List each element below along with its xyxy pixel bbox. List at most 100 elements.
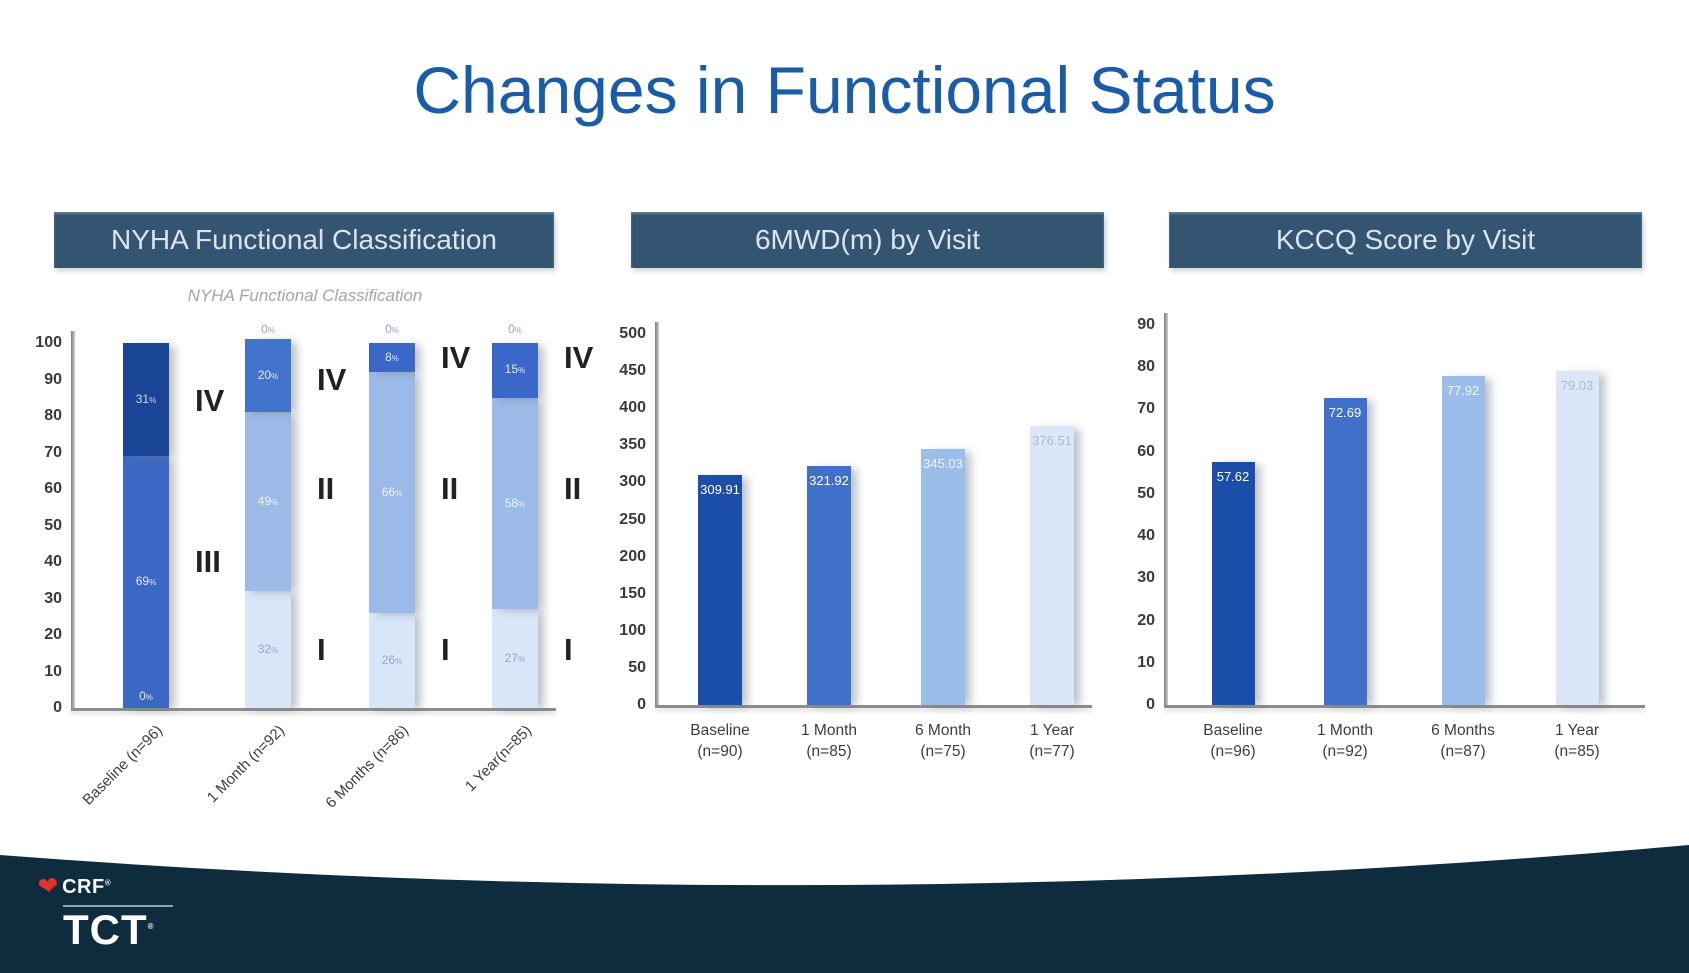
- ytick-label: 100: [35, 334, 62, 351]
- bar: [807, 466, 851, 705]
- ytick-label: 500: [619, 325, 646, 342]
- bar-segment-value: 69%: [135, 574, 157, 589]
- bar-value-label: 309.91: [700, 482, 740, 498]
- ytick-label: 450: [619, 362, 646, 380]
- x-axis: [655, 705, 1092, 708]
- footer-wave: [0, 845, 1689, 973]
- ytick-label: 70: [44, 443, 62, 461]
- roman-numeral-annotation: I: [564, 631, 573, 667]
- ytick-label: 0: [53, 699, 62, 716]
- bar-segment: [245, 339, 291, 413]
- bar-segment-value: 20%: [257, 367, 279, 382]
- zero-value-label: 0%: [385, 322, 399, 336]
- ytick-label: 200: [619, 547, 646, 565]
- crf-tct-logo: ❤ CRF® TCT®: [36, 872, 173, 953]
- ytick-label: 90: [1137, 316, 1155, 333]
- ytick-label: 300: [619, 473, 646, 491]
- roman-numeral-annotation: I: [317, 631, 326, 667]
- ytick-label: 40: [1137, 527, 1155, 545]
- bar-segment: [369, 613, 415, 708]
- bar: [1441, 376, 1485, 705]
- x-axis: [71, 708, 556, 711]
- ytick-label: 70: [1137, 400, 1155, 418]
- bar-segment: [245, 412, 291, 592]
- heart-icon: ❤: [36, 872, 60, 901]
- ytick-label: 20: [1137, 611, 1155, 629]
- category-label: 1 Year(n=85): [1554, 722, 1600, 760]
- bar-segment: [369, 343, 415, 373]
- crf-registered-mark: ®: [104, 877, 112, 887]
- bar: [1211, 461, 1255, 705]
- panel-header-6mwd: 6MWD(m) by Visit: [631, 212, 1104, 268]
- ytick-label: 50: [44, 516, 62, 534]
- bar-value-label: 376.51: [1032, 432, 1072, 448]
- panel-header-kccq: KCCQ Score by Visit: [1169, 212, 1642, 268]
- bar-segment: [123, 343, 169, 457]
- ytick-label: 400: [619, 399, 646, 417]
- bar-value-label: 345.03: [923, 455, 963, 471]
- y-axis: [1164, 313, 1168, 705]
- bar-segment-value: 31%: [135, 391, 157, 406]
- ytick-label: 30: [44, 589, 62, 607]
- ytick-label: 20: [44, 626, 62, 643]
- bar-segment-value: 32%: [257, 641, 279, 656]
- tct-wordmark: TCT®: [63, 906, 155, 953]
- crf-wordmark: CRF®: [62, 875, 112, 898]
- ytick-label: 60: [1137, 442, 1155, 460]
- bar: [1555, 371, 1599, 705]
- roman-numeral-annotation: III: [195, 544, 221, 579]
- category-label: Baseline (n=90): [690, 722, 750, 760]
- ytick-label: 80: [1137, 358, 1155, 376]
- bar-segment: [492, 397, 538, 610]
- zero-value-label: 0%: [139, 689, 153, 703]
- ytick-label: 0: [1146, 696, 1155, 713]
- x-axis: [1164, 705, 1645, 708]
- y-axis: [71, 331, 75, 708]
- roman-numeral-annotation: I: [441, 631, 450, 667]
- ytick-label: 10: [44, 662, 62, 680]
- category-label: 6 Month (n=75): [914, 722, 971, 760]
- tct-registered-mark: ®: [147, 922, 155, 931]
- ytick-label: 80: [44, 407, 62, 424]
- bar-value-label: 321.92: [809, 473, 849, 489]
- category-label: 6 Months (n=87): [1431, 722, 1495, 760]
- ytick-label: 150: [619, 584, 646, 602]
- bar: [1030, 425, 1074, 705]
- logo-divider: [63, 905, 173, 907]
- bar-segment-value: 58%: [504, 495, 526, 510]
- roman-numeral-annotation: IV: [195, 383, 225, 419]
- page-title: Changes in Functional Status: [413, 53, 1276, 127]
- ytick-label: 50: [1137, 484, 1155, 502]
- bar: [1323, 398, 1367, 705]
- bar-segment-value: 8%: [385, 349, 399, 364]
- ytick-label: 250: [619, 510, 646, 528]
- ytick-label: 10: [1137, 653, 1155, 671]
- bar-segment: [123, 456, 169, 708]
- roman-numeral-annotation: II: [317, 471, 335, 506]
- zero-value-label: 0%: [508, 322, 522, 336]
- ytick-label: 40: [44, 553, 62, 570]
- bar-segment: [492, 609, 538, 708]
- ytick-label: 350: [619, 436, 646, 454]
- bar-segment: [369, 372, 415, 614]
- zero-value-label: 0%: [261, 322, 275, 336]
- category-label: Baseline (n=96): [1203, 722, 1263, 760]
- bar-value-label: 57.62: [1216, 468, 1250, 484]
- ytick-label: 0: [637, 696, 646, 713]
- y-axis: [655, 322, 659, 705]
- category-label: 1 Month (n=92): [1316, 722, 1373, 760]
- nyha-chart-subtitle: NYHA Functional Classification: [187, 286, 423, 305]
- bar-value-label: 79.03: [1560, 378, 1594, 394]
- bar-segment-value: 66%: [381, 484, 403, 499]
- ytick-label: 90: [44, 370, 62, 388]
- crf-logo-row: ❤ CRF®: [36, 872, 173, 901]
- bar-segment: [492, 343, 538, 398]
- roman-numeral-annotation: IV: [441, 339, 471, 375]
- category-label: 1 Year (n=77): [1029, 722, 1075, 760]
- bar-segment-value: 15%: [504, 362, 526, 377]
- bar: [921, 448, 965, 705]
- roman-numeral-annotation: II: [441, 471, 459, 506]
- ytick-label: 30: [1137, 569, 1155, 587]
- category-label: 1 Month (n=85): [800, 722, 857, 760]
